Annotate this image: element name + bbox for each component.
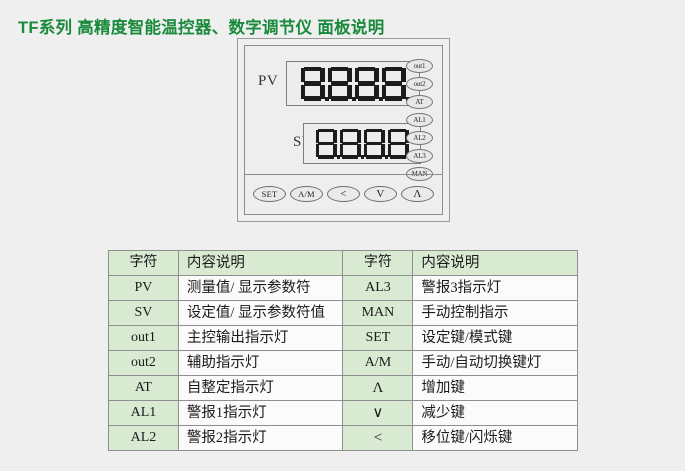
table-symbol-cell: AL1 [108,400,179,426]
table-header-cell: 字符 [108,250,179,276]
sv-digit [339,128,365,159]
table-symbol-cell: < [342,425,414,451]
table-header-cell: 字符 [342,250,414,276]
table-description-cell: 设定键/模式键 [412,325,578,351]
table-header-cell: 内容说明 [177,250,344,276]
table-symbol-cell: PV [108,275,179,301]
table-description-cell: 主控输出指示灯 [177,325,344,351]
table-symbol-cell: out1 [108,325,179,351]
indicator-lamp-al2: AL2 [406,131,433,145]
table-row: AL2 警报2指示灯 < 移位键/闪烁键 [108,425,578,451]
table-row: SV 设定值/ 显示参数符值 MAN 手动控制指示 [108,300,578,326]
table-description-cell: 增加键 [412,375,578,401]
table-symbol-cell: AT [108,375,179,401]
table-symbol-cell: SET [342,325,414,351]
table-header-row: 字符 内容说明 字符 内容说明 [108,250,578,276]
table-symbol-cell: Λ [342,375,414,401]
table-description-cell: 设定值/ 显示参数符值 [177,300,344,326]
table-row: out2 辅助指示灯 A/M 手动/自动切换键灯 [108,350,578,376]
pv-seven-segment-display [286,61,420,106]
legend-table-body: 字符 内容说明 字符 内容说明 PV 测量值/ 显示参数符 AL3 警报3指示灯 SV 设定值/ … [108,250,578,451]
shift-button[interactable]: < [327,186,360,202]
table-description-cell: 测量值/ 显示参数符 [177,275,344,301]
table-description-cell: 辅助指示灯 [177,350,344,376]
am-button[interactable]: A/M [290,186,323,202]
sv-digit [315,128,341,159]
table-description-cell: 自整定指示灯 [177,375,344,401]
sv-seven-segment-display [303,123,421,164]
table-row: PV 测量值/ 显示参数符 AL3 警报3指示灯 [108,275,578,301]
indicator-lamp-out2: out2 [406,77,433,91]
table-description-cell: 手动/自动切换键灯 [412,350,578,376]
table-symbol-cell: ∨ [342,400,414,426]
indicator-lamp-out1: out1 [406,59,433,73]
table-row: out1 主控输出指示灯 SET 设定键/模式键 [108,325,578,351]
table-row: AT 自整定指示灯 Λ 增加键 [108,375,578,401]
table-description-cell: 警报3指示灯 [412,275,578,301]
indicator-lamp-at: AT [406,95,433,109]
sv-digit [363,128,389,159]
page-title: TF系列 高精度智能温控器、数字调节仪 面板说明 [18,19,385,37]
table-symbol-cell: AL3 [342,275,414,301]
down-button[interactable]: V [364,186,397,202]
pv-digit [300,66,329,101]
table-symbol-cell: A/M [342,350,414,376]
pv-digit [381,66,410,101]
pv-digit [327,66,356,101]
indicator-lamp-al1: AL1 [406,113,433,127]
indicator-lamp-column: out1 out2 AT AL1 AL2 AL3 MAN [406,59,435,185]
table-row: AL1 警报1指示灯 ∨ 减少键 [108,400,578,426]
table-symbol-cell: SV [108,300,179,326]
table-description-cell: 减少键 [412,400,578,426]
button-row: SET A/M < V Λ [245,174,442,214]
table-description-cell: 手动控制指示 [412,300,578,326]
set-button[interactable]: SET [253,186,286,202]
pv-digit [354,66,383,101]
table-description-cell: 警报1指示灯 [177,400,344,426]
up-button[interactable]: Λ [401,186,434,202]
table-symbol-cell: MAN [342,300,414,326]
table-description-cell: 移位键/闪烁键 [412,425,578,451]
indicator-lamp-al3: AL3 [406,149,433,163]
pv-label: PV [258,73,279,89]
table-header-cell: 内容说明 [412,250,578,276]
table-symbol-cell: out2 [108,350,179,376]
legend-table: 字符 内容说明 字符 内容说明 PV 测量值/ 显示参数符 AL3 警报3指示灯 SV 设定值/ … [108,250,578,451]
panel-divider [245,174,442,175]
table-description-cell: 警报2指示灯 [177,425,344,451]
table-symbol-cell: AL2 [108,425,179,451]
